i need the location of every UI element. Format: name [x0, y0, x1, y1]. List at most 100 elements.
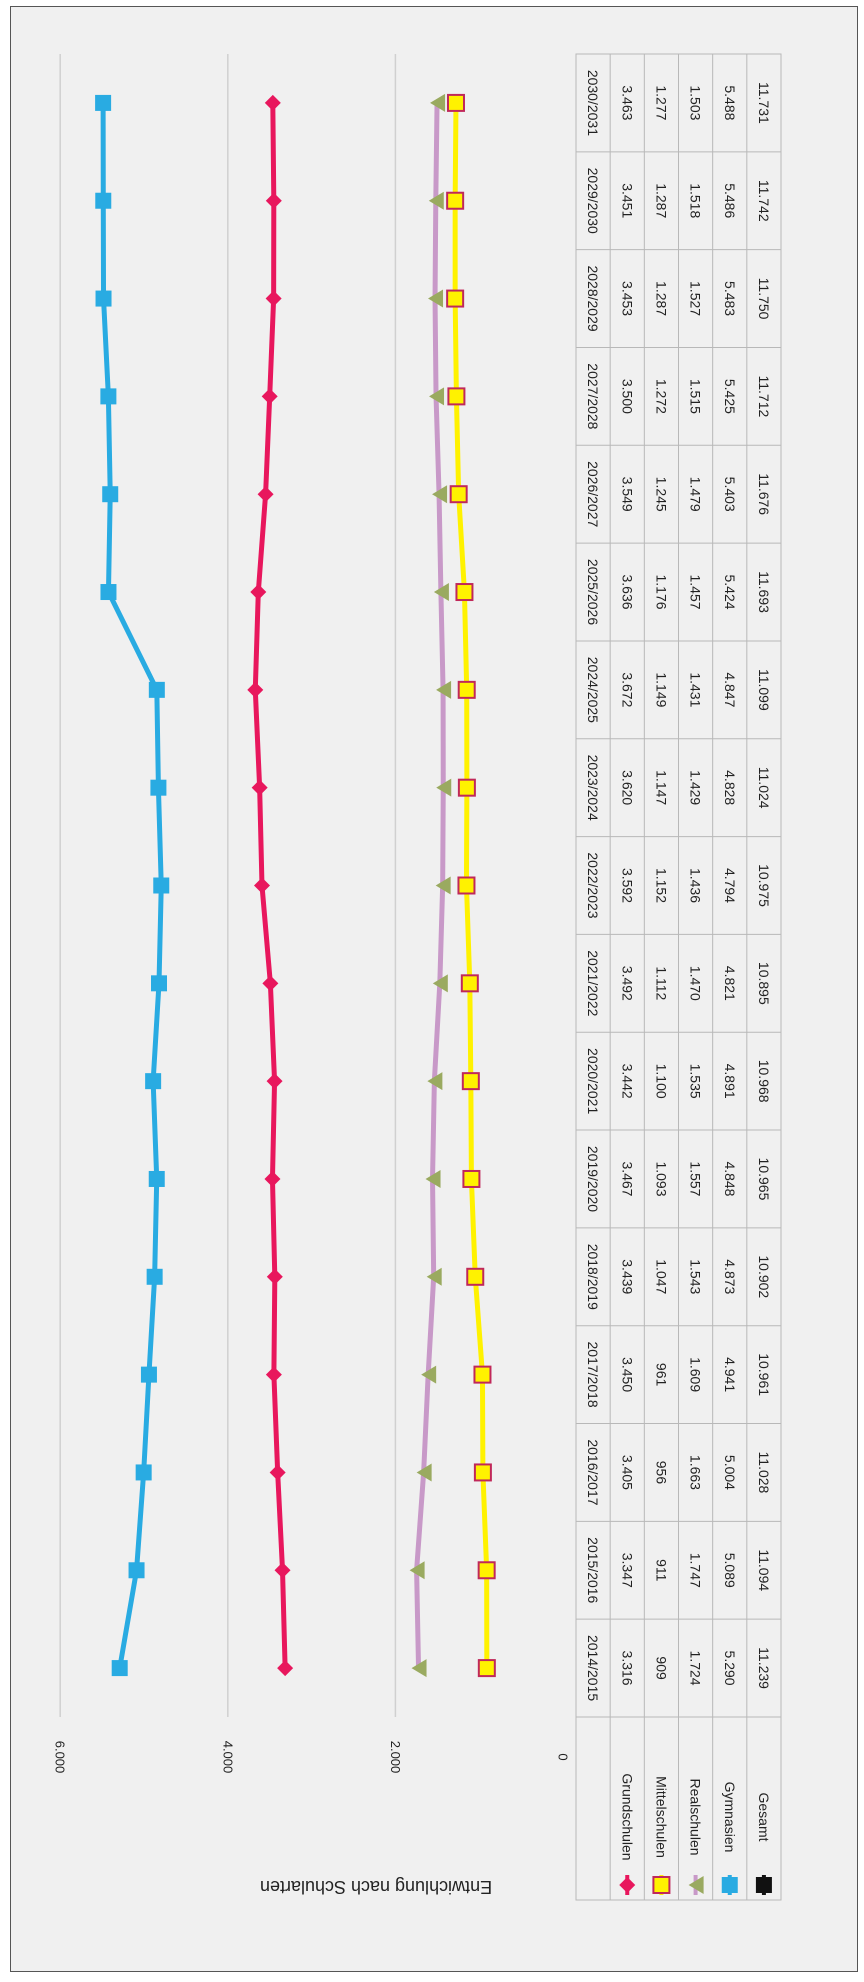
data-point: [446, 191, 465, 210]
data-point: [449, 485, 468, 504]
x-tick-label: 2028/2029: [585, 265, 601, 331]
data-point: [251, 779, 268, 796]
x-tick-label: 2018/2019: [585, 1244, 601, 1310]
y-tick-label: 0: [556, 1753, 571, 1760]
data-label: 1.457: [688, 575, 704, 610]
data-point: [146, 1268, 163, 1285]
data-point: [111, 1660, 128, 1677]
data-point: [435, 876, 451, 895]
data-label: 5.089: [722, 1553, 738, 1588]
data-label: 3.453: [619, 281, 635, 316]
data-label: 5.290: [722, 1651, 738, 1686]
y-tick-label: 2.000: [388, 1741, 403, 1774]
data-label: 1.535: [688, 1064, 704, 1099]
data-label: 1.093: [653, 1161, 669, 1196]
data-label: 1.609: [688, 1357, 704, 1392]
data-label: 1.176: [653, 575, 669, 610]
data-label: 11.099: [756, 669, 772, 711]
data-label: 3.592: [619, 868, 635, 903]
data-label: 4.847: [722, 672, 738, 707]
data-point: [446, 289, 465, 308]
data-label: 5.425: [722, 379, 738, 414]
data-label: 5.483: [722, 281, 738, 316]
data-label: 11.094: [756, 1549, 772, 1591]
data-label: 3.467: [619, 1161, 635, 1196]
data-point: [455, 583, 474, 602]
data-label: 3.451: [619, 183, 635, 218]
data-point: [274, 1562, 291, 1579]
data-label: 11.693: [756, 571, 772, 613]
data-label: 1.429: [688, 770, 704, 805]
data-label: 1.245: [653, 477, 669, 512]
data-label: 3.347: [619, 1553, 635, 1588]
data-point: [429, 387, 445, 406]
data-point: [95, 94, 112, 111]
data-label: 3.492: [619, 966, 635, 1001]
data-point: [262, 975, 279, 992]
data-point: [148, 1170, 165, 1187]
data-label: 11.742: [756, 180, 772, 222]
x-tick-label: 2029/2030: [585, 168, 601, 234]
data-point: [432, 485, 448, 504]
data-label: 5.488: [722, 85, 738, 120]
data-label: 4.941: [722, 1357, 738, 1392]
data-point: [428, 191, 444, 210]
data-label: 1.515: [688, 379, 704, 414]
data-label: 1.724: [688, 1651, 704, 1686]
line-chart: 02.0004.0006.0008.00010.00012.0002014/20…: [53, 53, 782, 1901]
data-point: [102, 486, 119, 503]
data-point: [409, 1561, 425, 1580]
x-tick-label: 2030/2031: [585, 70, 601, 136]
data-point: [477, 1659, 496, 1678]
data-label: 911: [653, 1559, 669, 1582]
data-label: 11.750: [756, 278, 772, 320]
data-label: 10.975: [756, 864, 772, 907]
data-point: [433, 583, 449, 602]
x-tick-label: 2022/2023: [585, 852, 601, 918]
data-label: 3.450: [619, 1357, 635, 1392]
data-label: 4.821: [722, 966, 738, 1001]
y-tick-label: 4.000: [220, 1741, 235, 1774]
data-point: [446, 93, 465, 112]
data-point: [100, 388, 117, 405]
data-point: [95, 192, 112, 209]
data-point: [95, 290, 112, 307]
data-point: [461, 1072, 480, 1091]
data-label: 4.873: [722, 1259, 738, 1294]
data-point: [266, 1268, 283, 1285]
data-point: [264, 1170, 281, 1187]
data-point: [269, 1464, 286, 1481]
data-label: 3.620: [619, 770, 635, 805]
data-label: 1.277: [653, 85, 669, 120]
chart-frame: 02.0004.0006.0008.00010.00012.0002014/20…: [10, 6, 858, 1972]
data-point: [421, 1365, 437, 1384]
data-label: 1.100: [653, 1064, 669, 1099]
data-point: [128, 1562, 145, 1579]
data-label: 11.028: [756, 1452, 772, 1494]
data-label: 4.794: [722, 868, 738, 903]
data-label: 10.968: [756, 1060, 772, 1103]
data-point: [462, 1169, 481, 1188]
data-label: 1.557: [688, 1161, 704, 1196]
data-label: 1.518: [688, 183, 704, 218]
data-label: 10.961: [756, 1353, 772, 1396]
data-label: 3.549: [619, 477, 635, 512]
data-point: [151, 975, 168, 992]
data-point: [426, 1267, 442, 1286]
data-label: 1.436: [688, 868, 704, 903]
legend-label: Gesamt: [756, 1792, 772, 1841]
data-label: 10.895: [756, 962, 772, 1005]
x-tick-label: 2024/2025: [585, 657, 601, 723]
data-label: 10.902: [756, 1255, 772, 1298]
data-label: 1.112: [653, 966, 669, 1000]
data-point: [253, 877, 270, 894]
x-tick-label: 2026/2027: [585, 461, 601, 527]
data-label: 3.672: [619, 672, 635, 707]
data-point: [100, 584, 117, 601]
data-point: [135, 1464, 152, 1481]
data-label: 1.287: [653, 183, 669, 218]
data-label: 4.848: [722, 1161, 738, 1196]
x-tick-label: 2017/2018: [585, 1342, 601, 1408]
data-label: 5.004: [722, 1455, 738, 1490]
data-label: 3.500: [619, 379, 635, 414]
